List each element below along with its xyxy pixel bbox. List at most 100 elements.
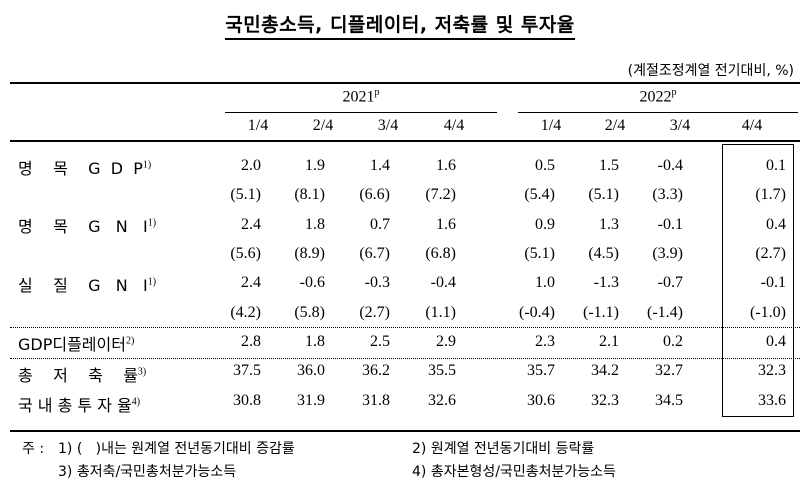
table-cell: -0.4	[657, 157, 683, 174]
table-cell: (5.1)	[524, 245, 555, 262]
table-cell: 2.3	[535, 333, 555, 350]
dotted-rule	[10, 358, 800, 359]
table-cell: (5.4)	[524, 186, 555, 203]
table-cell: 32.3	[758, 362, 786, 379]
quarter-header: 3/4	[669, 117, 691, 134]
table-cell: 31.8	[362, 392, 390, 409]
top-rule	[10, 82, 800, 84]
table-cell: 35.5	[428, 362, 456, 379]
table-cell: (6.6)	[359, 186, 390, 203]
quarter-header: 1/4	[247, 117, 269, 134]
table-cell: 36.0	[297, 362, 325, 379]
table-cell: (-1.4)	[647, 304, 683, 321]
table-cell: (5.6)	[230, 245, 261, 262]
table-cell: (5.8)	[294, 304, 325, 321]
table-cell: 32.6	[428, 392, 456, 409]
row-label-real-gni: 실 질 G N I1)	[18, 276, 157, 295]
table-cell: 1.8	[305, 216, 325, 233]
notes-prefix: 주 :	[22, 441, 45, 457]
title-text: 국민총소득, 디플레이터, 저축률 및 투자율	[225, 14, 575, 40]
table-cell: 0.7	[370, 216, 390, 233]
row-label-saving-rate: 총 저 축 률3)	[18, 366, 147, 385]
table-cell: 1.6	[436, 157, 456, 174]
table-cell: -0.1	[657, 216, 683, 233]
table-cell: 2.5	[370, 333, 390, 350]
table-cell: 34.5	[655, 392, 683, 409]
row-label-nominal-gni: 명 목 G N I1)	[18, 217, 157, 236]
dotted-rule	[10, 327, 800, 328]
table-cell: 0.4	[766, 333, 786, 350]
table-cell: (6.8)	[425, 245, 456, 262]
table-cell: 30.8	[233, 392, 261, 409]
table-cell: (3.3)	[652, 186, 683, 203]
bottom-rule	[10, 430, 800, 432]
year-header-2021: 2021p	[342, 87, 380, 106]
table-cell: -0.3	[364, 274, 390, 291]
table-cell: -0.7	[657, 274, 683, 291]
table-cell: 2.8	[241, 333, 261, 350]
table-cell: (4.5)	[588, 245, 619, 262]
table-cell: (2.7)	[755, 245, 786, 262]
table-cell: 37.5	[233, 362, 261, 379]
table-cell: (-1.0)	[750, 304, 786, 321]
table-cell: 36.2	[362, 362, 390, 379]
note-2: 2) 원계열 전년동기대비 등락률	[412, 441, 595, 457]
year-header-2022: 2022p	[639, 87, 677, 106]
table-cell: (1.7)	[755, 186, 786, 203]
quarter-header: 2/4	[312, 117, 334, 134]
table-cell: -0.6	[299, 274, 325, 291]
unit-label: (계절조정계열 전기대비, %)	[627, 63, 794, 79]
table-cell: 0.9	[535, 216, 555, 233]
table-title: 국민총소득, 디플레이터, 저축률 및 투자율	[0, 10, 800, 40]
row-label-nominal-gdp: 명 목 G D P1)	[18, 159, 152, 178]
header-bottom-rule	[10, 140, 800, 142]
table-cell: 0.4	[766, 216, 786, 233]
table-cell: 0.2	[663, 333, 683, 350]
note-1: 1) ( )내는 원계열 전년동기대비 증감률	[58, 441, 295, 457]
table-cell: 1.8	[305, 333, 325, 350]
table-cell: (3.9)	[652, 245, 683, 262]
table-cell: 33.6	[758, 392, 786, 409]
table-cell: 0.5	[535, 157, 555, 174]
table-cell: 31.9	[297, 392, 325, 409]
quarter-header: 2/4	[604, 117, 626, 134]
table-cell: 32.7	[655, 362, 683, 379]
quarter-header: 4/4	[443, 117, 465, 134]
table-cell: (7.2)	[425, 186, 456, 203]
note-3: 3) 총저축/국민총처분가능소득	[58, 464, 237, 480]
table-cell: (5.1)	[588, 186, 619, 203]
table-cell: 1.0	[535, 274, 555, 291]
table-cell: 32.3	[591, 392, 619, 409]
year-2021-rule	[225, 112, 497, 113]
table-cell: 2.9	[436, 333, 456, 350]
table-cell: 1.3	[599, 216, 619, 233]
table-cell: 1.4	[370, 157, 390, 174]
table-cell: 1.6	[436, 216, 456, 233]
table-cell: 2.1	[599, 333, 619, 350]
table-cell: -0.1	[760, 274, 786, 291]
highlight-box-2022q4	[722, 144, 794, 417]
table-cell: (-0.4)	[519, 304, 555, 321]
table-cell: (8.1)	[294, 186, 325, 203]
table-cell: 1.5	[599, 157, 619, 174]
table-cell: 2.4	[241, 216, 261, 233]
table-cell: 35.7	[527, 362, 555, 379]
table-cell: 2.0	[241, 157, 261, 174]
row-label-investment-rate: 국 내 총 투 자 율4)	[18, 396, 141, 415]
table-cell: 30.6	[527, 392, 555, 409]
quarter-header: 1/4	[540, 117, 562, 134]
table-cell: (4.2)	[230, 304, 261, 321]
table-cell: (1.1)	[425, 304, 456, 321]
table-cell: (-1.1)	[583, 304, 619, 321]
quarter-header: 3/4	[377, 117, 399, 134]
quarter-header: 4/4	[741, 117, 763, 134]
table-cell: (2.7)	[359, 304, 390, 321]
note-4: 4) 총자본형성/국민총처분가능소득	[412, 464, 616, 480]
year-2022-rule	[518, 112, 798, 113]
table-cell: 1.9	[305, 157, 325, 174]
table-cell: (5.1)	[230, 186, 261, 203]
table-cell: -0.4	[430, 274, 456, 291]
table-cell: 34.2	[591, 362, 619, 379]
table-cell: 0.1	[766, 157, 786, 174]
row-label-gdp-deflator: GDP디플레이터2)	[18, 335, 135, 354]
